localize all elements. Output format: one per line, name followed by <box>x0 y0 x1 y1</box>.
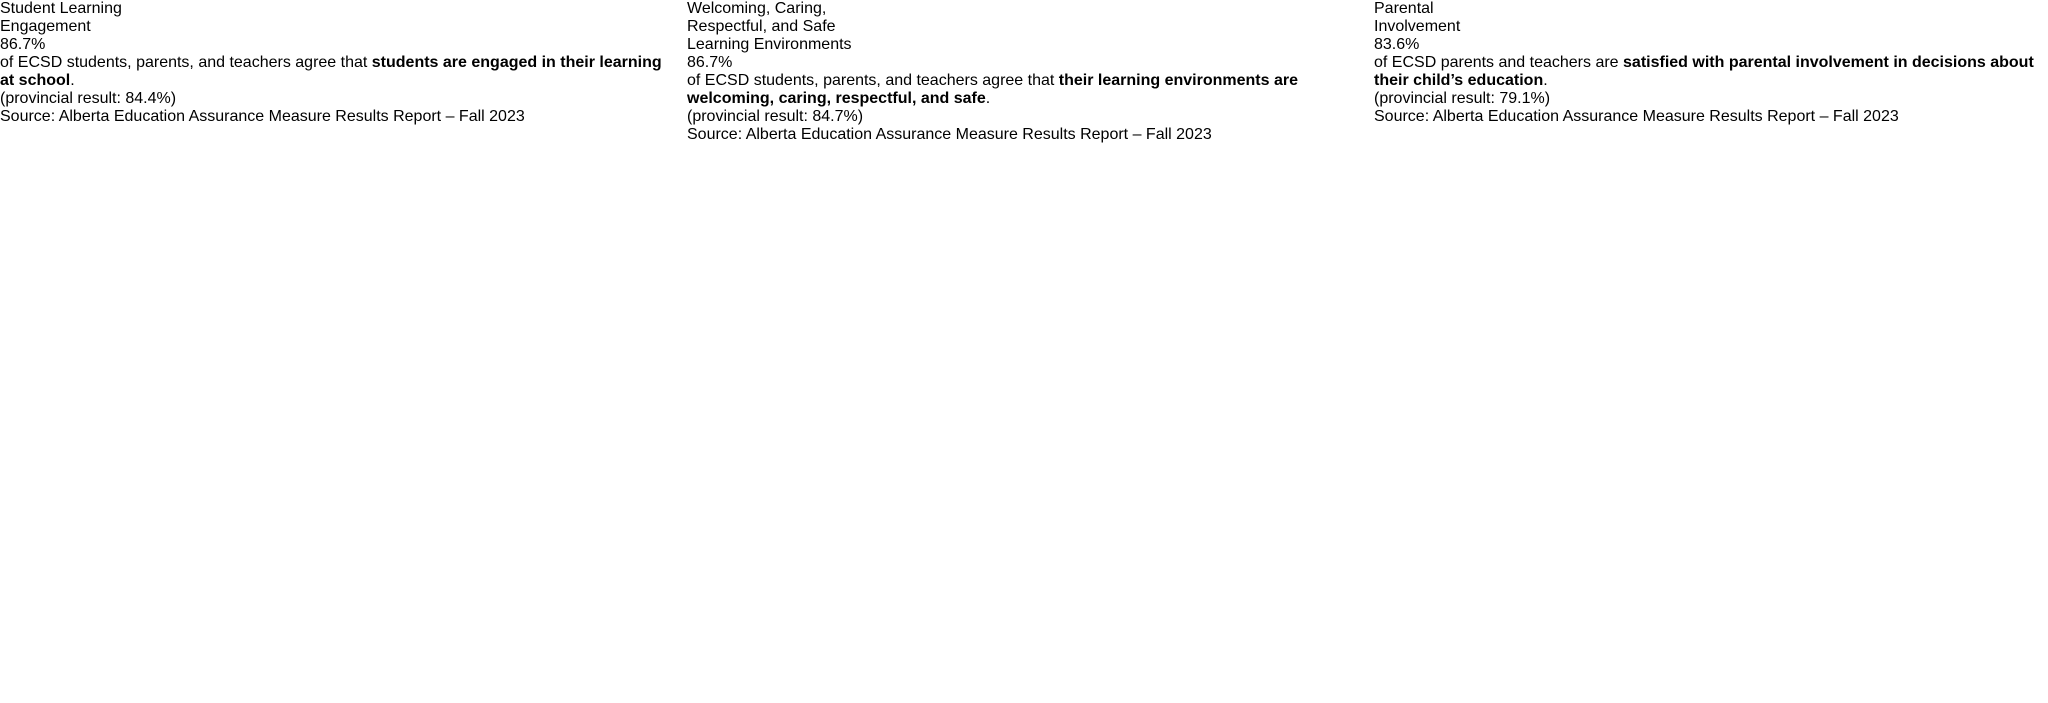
stat-description: of ECSD parents and teachers are satisfi… <box>1374 54 2048 90</box>
stat-value: 86.7% <box>0 36 46 53</box>
panel-title: Welcoming, Caring, <box>687 0 827 17</box>
title-section: Welcoming, Caring, Respectful, and Safe … <box>687 0 1360 54</box>
panel-title: Respectful, and Safe <box>687 18 836 35</box>
stat-description-bold: their learning environments are welcomin… <box>687 72 1298 107</box>
provincial-result: (provincial result: 84.4%) <box>0 90 177 107</box>
footer-section: (provincial result: 84.4%) Source: Alber… <box>0 90 673 126</box>
stat-value: 86.7% <box>687 54 733 71</box>
stat-description-bold: satisfied with parental involvement in d… <box>1374 54 2034 89</box>
source-note: Source: Alberta Education Assurance Meas… <box>687 126 1212 143</box>
footer-section: (provincial result: 79.1%) Source: Alber… <box>1374 90 2048 126</box>
stat-value: 83.6% <box>1374 36 1420 53</box>
panel-title: Involvement <box>1374 18 1461 35</box>
panel-title: Student Learning <box>0 0 122 17</box>
stat-section: 86.7% of ECSD students, parents, and tea… <box>0 36 673 90</box>
stat-description-prefix: of ECSD students, parents, and teachers … <box>0 54 372 71</box>
stat-description-suffix: . <box>70 72 75 89</box>
panel-parental-involvement: Parental Involvement 83.6% of ECSD paren… <box>1374 0 2048 703</box>
provincial-result: (provincial result: 79.1%) <box>1374 90 1551 107</box>
stat-description-bold: students are engaged in their learning a… <box>0 54 662 89</box>
source-note: Source: Alberta Education Assurance Meas… <box>0 108 525 125</box>
footer-section: (provincial result: 84.7%) Source: Alber… <box>687 108 1360 144</box>
source-note: Source: Alberta Education Assurance Meas… <box>1374 108 1899 125</box>
stat-description-suffix: . <box>985 90 991 107</box>
stat-description-prefix: of ECSD students, parents, and teachers … <box>687 72 1059 89</box>
stat-description-suffix: . <box>1543 72 1548 89</box>
stat-description: of ECSD students, parents, and teachers … <box>0 54 673 90</box>
panel-title: Engagement <box>0 18 91 35</box>
stat-description: of ECSD students, parents, and teachers … <box>687 72 1360 108</box>
panel-welcoming-caring-respectful-safe: Welcoming, Caring, Respectful, and Safe … <box>687 0 1360 703</box>
provincial-result: (provincial result: 84.7%) <box>687 108 864 125</box>
title-section: Parental Involvement <box>1374 0 2048 36</box>
panel-title: Learning Environments <box>687 36 852 53</box>
stat-description-prefix: of ECSD parents and teachers are <box>1374 54 1624 71</box>
title-section: Student Learning Engagement <box>0 0 673 36</box>
stat-section: 83.6% of ECSD parents and teachers are s… <box>1374 36 2048 90</box>
panel-title: Parental <box>1374 0 1434 17</box>
panel-student-learning-engagement: Student Learning Engagement 86.7% of ECS… <box>0 0 673 703</box>
stat-section: 86.7% of ECSD students, parents, and tea… <box>687 54 1360 108</box>
